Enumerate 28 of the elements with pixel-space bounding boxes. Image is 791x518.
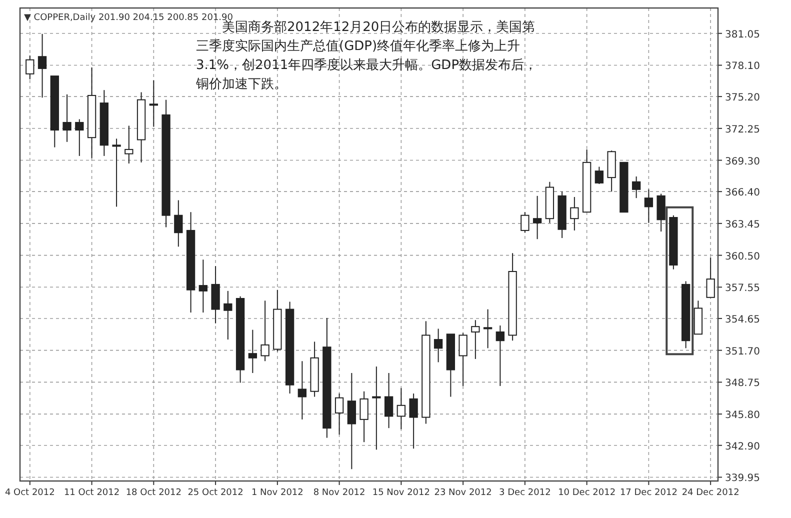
x-tick-label: 24 Dec 2012 [682, 488, 740, 498]
y-tick-label: 342.90 [725, 441, 760, 452]
annotation: 美国商务部2012年12月20日公布的数据显示，美国第三季度实际国内生产总值(GDP)终值年化季率上修为上升3.1%，创2011年四季度以来最大升幅。GDP数据发布后，铜价加速下跌。 [196, 20, 538, 94]
y-tick-label: 345.80 [725, 410, 760, 422]
y-tick-label: 381.05 [725, 29, 760, 40]
x-tick-label: 8 Nov 2012 [313, 488, 366, 498]
y-tick-label: 348.75 [725, 378, 760, 390]
y-tick-label: 369.30 [725, 156, 760, 168]
y-tick-label: 357.55 [725, 283, 760, 294]
x-tick-label: 1 Nov 2012 [251, 488, 304, 498]
x-tick-label: 17 Dec 2012 [620, 488, 678, 498]
y-tick-label: 378.10 [725, 61, 760, 72]
x-tick-label: 4 Oct 2012 [4, 488, 55, 498]
y-tick-label: 354.65 [725, 314, 760, 326]
y-tick-label: 339.95 [725, 473, 760, 484]
y-tick-label: 366.40 [725, 188, 760, 199]
y-tick-label: 351.70 [725, 346, 760, 358]
x-tick-label: 23 Nov 2012 [434, 488, 492, 498]
y-tick-label: 360.50 [725, 251, 760, 262]
y-tick-label: 375.20 [725, 92, 760, 104]
y-tick-label: 372.25 [725, 124, 760, 136]
x-tick-label: 11 Oct 2012 [64, 488, 120, 498]
x-tick-label: 15 Nov 2012 [372, 488, 430, 498]
x-tick-label: 3 Dec 2012 [499, 488, 551, 498]
x-tick-label: 25 Oct 2012 [188, 488, 244, 498]
x-tick-label: 18 Oct 2012 [126, 488, 182, 498]
x-tick-label: 10 Dec 2012 [558, 488, 616, 498]
y-tick-label: 363.45 [725, 219, 760, 230]
